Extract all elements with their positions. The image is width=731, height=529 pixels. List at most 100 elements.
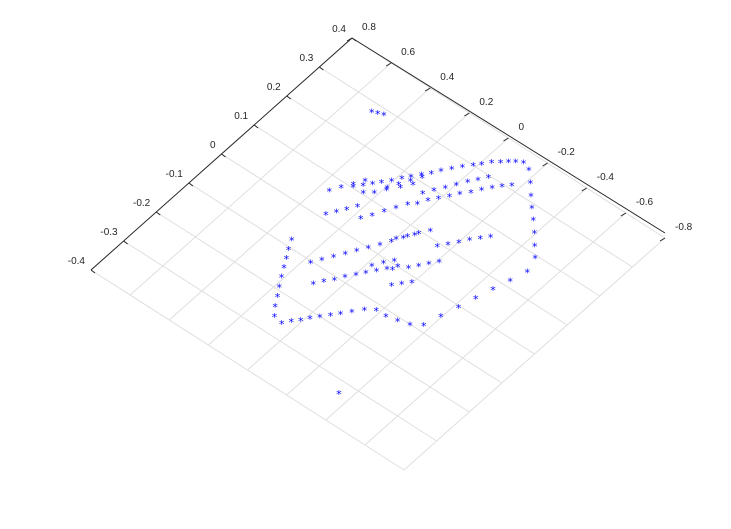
data-point: *: [327, 185, 333, 198]
data-point: *: [435, 241, 441, 254]
grid-line-y: [168, 87, 431, 321]
data-point: *: [361, 187, 367, 200]
data-point: *: [369, 106, 375, 119]
data-point: *: [532, 253, 538, 266]
x-tick-label: 0.4: [332, 24, 346, 35]
data-point: *: [384, 185, 390, 198]
data-point: *: [477, 233, 483, 246]
data-point: *: [332, 274, 338, 287]
data-point: *: [473, 293, 479, 306]
data-point: *: [405, 231, 411, 244]
data-point: *: [456, 302, 462, 315]
data-point: *: [453, 179, 459, 192]
data-point: *: [426, 259, 432, 272]
data-point: *: [391, 255, 397, 268]
data-point: *: [438, 166, 444, 179]
y-tick-mark: [542, 162, 548, 167]
data-point: *: [336, 388, 342, 401]
data-point: *: [321, 276, 327, 289]
data-point: *: [353, 269, 359, 282]
grid-line-y: [247, 137, 509, 371]
data-point: *: [436, 193, 442, 206]
data-point: *: [381, 110, 387, 123]
data-point: *: [307, 313, 313, 326]
y-tick-mark: [659, 237, 666, 242]
data-point: *: [328, 310, 334, 323]
data-point: *: [338, 182, 344, 195]
data-point: *: [381, 257, 387, 270]
data-point: *: [465, 176, 471, 189]
data-point: *: [419, 172, 425, 185]
y-tick-label: 0.6: [401, 47, 415, 58]
data-point: *: [390, 264, 396, 277]
data-point: *: [408, 171, 414, 184]
data-point: *: [362, 305, 368, 318]
x-tick-mark: [351, 37, 357, 42]
data-point: *: [421, 320, 427, 333]
grid-line-y: [286, 162, 548, 396]
data-point: *: [420, 188, 426, 201]
data-point: *: [431, 185, 437, 198]
data-point: *: [362, 175, 368, 188]
data-point: *: [389, 280, 395, 293]
data-point: *: [399, 173, 405, 186]
data-point: *: [334, 206, 340, 219]
y-tick-label: -0.6: [636, 197, 654, 208]
x-tick-label: -0.2: [133, 198, 151, 209]
data-point: *: [275, 291, 281, 304]
data-point: *: [331, 252, 337, 265]
data-point: *: [532, 240, 538, 253]
data-point: *: [379, 177, 385, 190]
data-point: *: [445, 239, 451, 252]
data-point: *: [360, 180, 366, 193]
data-point: *: [416, 261, 422, 274]
data-point: *: [366, 242, 372, 255]
data-point: *: [507, 276, 513, 289]
data-point: *: [377, 239, 383, 252]
data-point: *: [406, 262, 412, 275]
y-tick-label: -0.2: [558, 147, 576, 158]
grid-line-y: [364, 212, 627, 446]
data-point: *: [369, 210, 375, 223]
data-point: *: [349, 307, 355, 320]
data-point: *: [531, 215, 537, 228]
data-point: *: [425, 195, 431, 208]
data-point: *: [308, 257, 314, 270]
x-tick-label: -0.3: [100, 227, 118, 238]
data-point: *: [475, 174, 481, 187]
data-point: *: [460, 161, 466, 174]
data-point: *: [288, 316, 294, 329]
y-tick-mark: [581, 187, 588, 192]
data-point: *: [524, 267, 530, 280]
data-point: *: [488, 231, 494, 244]
data-point: *: [442, 182, 448, 195]
data-point: *: [479, 159, 485, 172]
x-tick-mark: [155, 211, 161, 216]
y-axis-ticks: 0.8 0.6 0.4 0.2 0 -0.2 -0.4 -0.6 -0.8: [346, 22, 693, 242]
data-point: *: [350, 181, 356, 194]
data-point: *: [509, 180, 515, 193]
data-point: *: [499, 181, 505, 194]
data-point: *: [410, 179, 416, 192]
data-point: *: [486, 172, 492, 185]
data-point: *: [372, 187, 378, 200]
data-point: *: [438, 311, 444, 324]
y-tick-mark: [346, 37, 353, 42]
data-point: *: [407, 319, 413, 332]
x-tick-label: 0.3: [299, 53, 313, 64]
data-point: *: [338, 308, 344, 321]
data-point: *: [400, 233, 406, 246]
y-axis-line: [351, 37, 666, 234]
data-point: *: [479, 185, 485, 198]
data-point: *: [467, 235, 473, 248]
grid-line-y: [325, 187, 588, 421]
data-point: *: [393, 203, 399, 216]
data-point: *: [284, 253, 290, 266]
data-point: *: [528, 177, 534, 190]
y-tick-mark: [464, 112, 470, 117]
data-point: *: [279, 272, 285, 285]
data-point: *: [396, 179, 402, 192]
data-point: *: [526, 164, 532, 177]
data-point: *: [528, 190, 534, 203]
data-point: *: [298, 315, 304, 328]
